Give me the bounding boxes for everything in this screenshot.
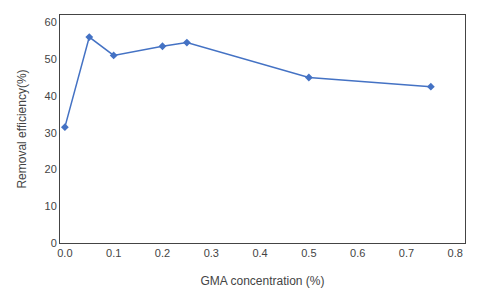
svg-text:0.1: 0.1: [106, 247, 121, 259]
svg-text:0.4: 0.4: [252, 247, 267, 259]
svg-text:0.3: 0.3: [204, 247, 219, 259]
svg-text:0.6: 0.6: [350, 247, 365, 259]
svg-text:20: 20: [45, 163, 57, 175]
svg-text:50: 50: [45, 53, 57, 65]
svg-text:0.5: 0.5: [301, 247, 316, 259]
svg-text:0.0: 0.0: [57, 247, 72, 259]
svg-text:60: 60: [45, 16, 57, 28]
svg-text:0: 0: [51, 237, 57, 249]
svg-text:10: 10: [45, 200, 57, 212]
svg-text:GMA concentration (%): GMA concentration (%): [200, 274, 324, 288]
svg-text:0.8: 0.8: [448, 247, 463, 259]
svg-text:40: 40: [45, 90, 57, 102]
svg-text:Removal efficiency(%): Removal efficiency(%): [15, 69, 29, 188]
svg-text:30: 30: [45, 127, 57, 139]
svg-text:0.7: 0.7: [399, 247, 414, 259]
svg-text:0.2: 0.2: [155, 247, 170, 259]
